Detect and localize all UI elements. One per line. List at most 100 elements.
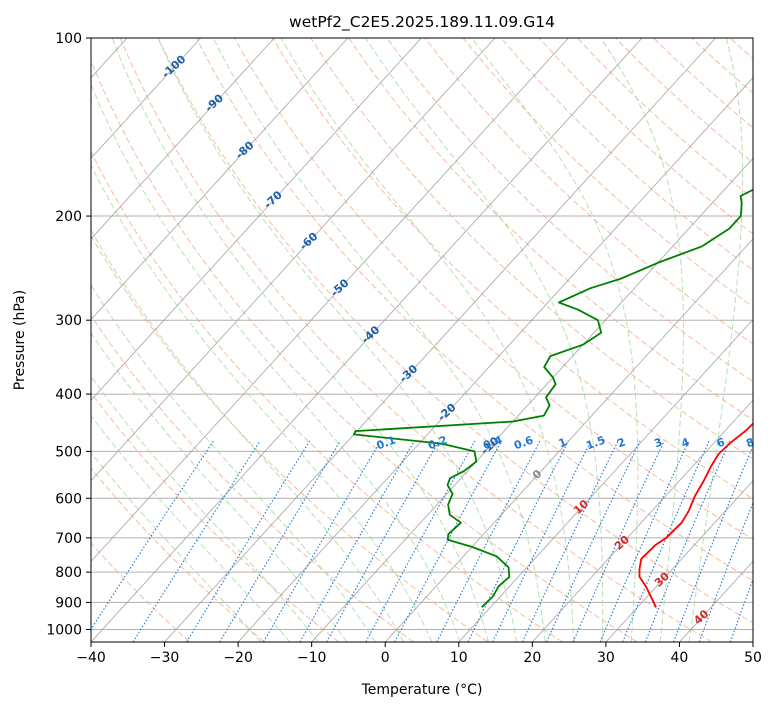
sounding-profiles bbox=[352, 188, 753, 608]
mixing-ratio-label: 3 bbox=[652, 436, 664, 451]
x-tick-label: −40 bbox=[76, 650, 106, 666]
moist-adiabat bbox=[91, 375, 319, 642]
isotherm bbox=[91, 38, 496, 482]
chart-title: wetPf2_C2E5.2025.189.11.09.G14 bbox=[289, 13, 555, 32]
y-tick-label: 800 bbox=[55, 565, 82, 581]
y-axis-label: Pressure (hPa) bbox=[12, 290, 28, 390]
x-axis-label: Temperature (°C) bbox=[361, 682, 483, 698]
mixing-ratio-line bbox=[91, 440, 214, 631]
plot-frame bbox=[90, 37, 754, 643]
isotherm bbox=[458, 318, 753, 642]
y-tick-label: 900 bbox=[55, 595, 82, 611]
y-tick-label: 700 bbox=[55, 531, 82, 547]
isotherm bbox=[91, 38, 643, 642]
dry-adiabat bbox=[91, 467, 265, 642]
mixing-ratio-label: 6 bbox=[715, 435, 727, 450]
isotherm bbox=[384, 238, 753, 642]
mixing-ratio-lines bbox=[91, 440, 753, 642]
mixing-ratio-line bbox=[492, 440, 592, 642]
moist-adiabat bbox=[91, 284, 376, 642]
dry-adiabat bbox=[91, 234, 489, 642]
dewpoint-profile bbox=[352, 188, 753, 608]
isotherm bbox=[91, 38, 275, 240]
dry-adiabat bbox=[272, 38, 753, 500]
dry-adiabat bbox=[119, 38, 713, 642]
y-tick-label: 100 bbox=[55, 31, 82, 47]
moist-adiabat bbox=[688, 38, 744, 642]
y-tick-label: 300 bbox=[55, 313, 82, 329]
moist-adiabat bbox=[157, 38, 518, 642]
mixing-ratio-label: 0.2 bbox=[426, 433, 449, 452]
dry-adiabat bbox=[91, 59, 638, 642]
x-tick-label: 50 bbox=[744, 650, 762, 666]
mixing-ratio-label: 1.5 bbox=[584, 434, 607, 453]
dry-adiabat bbox=[195, 38, 753, 582]
moist-adiabat bbox=[365, 38, 604, 642]
mixing-ratio-label: 4 bbox=[680, 435, 692, 450]
dry-adiabat bbox=[462, 38, 753, 308]
isotherm bbox=[91, 38, 202, 159]
mixing-ratio-line bbox=[132, 440, 261, 642]
mixing-ratio-line bbox=[644, 440, 731, 642]
dry-adiabat bbox=[348, 38, 753, 421]
mixing-ratio-label: 8 bbox=[744, 436, 756, 451]
y-tick-label: 500 bbox=[55, 444, 82, 460]
mixing-ratio-line bbox=[394, 440, 502, 642]
mixing-ratio-line bbox=[436, 440, 541, 642]
x-tick-label: −20 bbox=[223, 650, 253, 666]
moist-adiabat bbox=[600, 38, 684, 642]
temperature-profile bbox=[638, 422, 753, 608]
isotherm bbox=[91, 38, 422, 401]
x-tick-label: −10 bbox=[297, 650, 327, 666]
plot-area: -100-90-80-70-60-50-40-30-20-10010203040… bbox=[91, 38, 756, 642]
mixing-ratio-line bbox=[599, 440, 690, 642]
mixing-ratio-label: 0.4 bbox=[481, 433, 504, 452]
moist-adiabats bbox=[91, 38, 744, 642]
pressure-gridlines bbox=[91, 38, 753, 630]
mixing-ratio-line bbox=[219, 440, 341, 642]
x-tick-label: 40 bbox=[671, 650, 689, 666]
isotherm bbox=[164, 38, 716, 642]
mixing-ratio-label: 0.1 bbox=[375, 434, 398, 453]
mixing-ratio-line bbox=[186, 440, 311, 642]
moist-adiabat bbox=[91, 451, 262, 642]
x-tick-label: 30 bbox=[597, 650, 615, 666]
mixing-ratio-label: 1 bbox=[557, 436, 569, 451]
isotherms bbox=[91, 38, 753, 642]
isotherm bbox=[91, 38, 569, 563]
isotherm bbox=[237, 77, 753, 642]
isotherm bbox=[532, 399, 753, 642]
moist-adiabat bbox=[91, 83, 461, 642]
y-tick-label: 200 bbox=[55, 209, 82, 225]
isotherm bbox=[311, 157, 753, 642]
y-tick-label: 1000 bbox=[46, 622, 82, 638]
moist-adiabat bbox=[111, 38, 489, 642]
mixing-ratio-line bbox=[467, 440, 569, 642]
dry-adiabat bbox=[91, 391, 340, 642]
y-tick-label: 400 bbox=[55, 387, 82, 403]
dry-adiabat bbox=[157, 38, 753, 624]
moist-adiabat bbox=[471, 38, 639, 642]
mixing-ratio-line bbox=[572, 440, 665, 642]
mixing-ratio-line bbox=[263, 440, 382, 642]
moist-adiabat bbox=[280, 38, 575, 642]
y-tick-label: 600 bbox=[55, 491, 82, 507]
x-tick-label: −30 bbox=[150, 650, 180, 666]
x-axis-ticks: −40 −30 −20 −10 0 10 20 30 40 50 bbox=[76, 642, 762, 666]
mixing-ratio-label: 0.6 bbox=[512, 433, 535, 452]
isotherm bbox=[605, 480, 753, 642]
mixing-ratio-label: 2 bbox=[616, 436, 628, 451]
x-tick-label: 20 bbox=[523, 650, 541, 666]
mixing-ratio-line bbox=[698, 501, 753, 642]
dry-adiabat bbox=[91, 150, 563, 642]
moist-adiabat bbox=[91, 332, 348, 642]
dry-adiabat bbox=[386, 38, 753, 383]
y-axis-ticks: 100 200 300 400 500 600 700 800 900 1000 bbox=[46, 31, 91, 638]
isotherm bbox=[91, 38, 349, 321]
mixing-ratio-line bbox=[729, 577, 753, 642]
moist-adiabat bbox=[91, 164, 433, 642]
mixing-ratio-line bbox=[622, 440, 710, 642]
x-tick-label: 0 bbox=[381, 650, 390, 666]
